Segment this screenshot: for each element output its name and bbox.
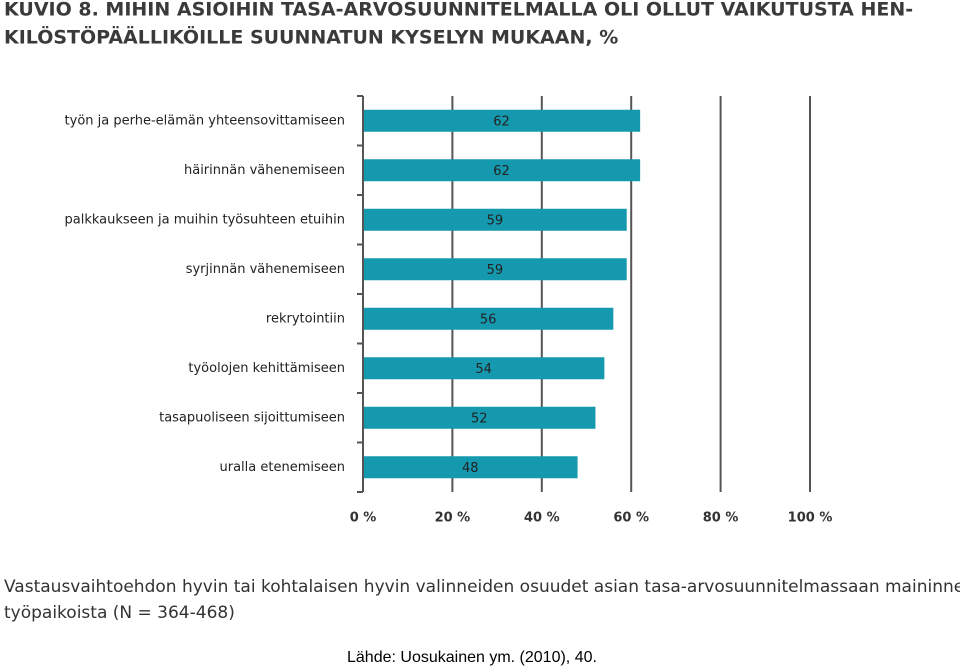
y-tick-label: palkkaukseen ja muihin työsuhteen etuihi…	[65, 212, 345, 227]
value-label: 56	[480, 312, 497, 327]
value-label: 62	[493, 164, 510, 179]
bar	[363, 307, 614, 330]
note: Vastausvaihtoehdon hyvin tai kohtalaisen…	[4, 577, 960, 597]
y-tick-label: työn ja perhe-elämän yhteensovittamiseen	[65, 113, 345, 128]
bar	[363, 406, 596, 429]
value-label: 54	[475, 362, 492, 377]
value-label: 52	[471, 411, 488, 426]
y-tick-label: syrjinnän vähenemiseen	[186, 262, 345, 277]
source: Lähde: Uosukainen ym. (2010), 40.	[347, 649, 597, 666]
y-tick-label: rekrytointiin	[266, 311, 345, 326]
y-tick-label: tasapuoliseen sijoittumiseen	[159, 410, 345, 425]
x-tick-label: 40 %	[524, 511, 560, 526]
x-tick-label: 20 %	[435, 511, 471, 526]
x-tick-label: 60 %	[613, 511, 649, 526]
chart-title: KILÖSTÖPÄÄLLIKÖILLE SUUNNATUN KYSELYN MU…	[4, 25, 618, 49]
bar	[363, 159, 641, 182]
y-tick-label: uralla etenemiseen	[220, 460, 346, 475]
bar	[363, 456, 578, 479]
value-label: 59	[487, 213, 504, 228]
value-label: 62	[493, 114, 510, 129]
bar	[363, 208, 627, 231]
x-tick-label: 0 %	[350, 511, 377, 526]
note: työpaikoista (N = 364-468)	[4, 603, 235, 623]
value-label: 48	[462, 461, 479, 476]
x-tick-label: 100 %	[788, 511, 833, 526]
chart-title: KUVIO 8. MIHIN ASIOIHIN TASA-ARVOSUUNNIT…	[4, 0, 913, 21]
y-tick-label: työolojen kehittämiseen	[188, 361, 345, 376]
bar	[363, 357, 605, 380]
y-tick-label: häirinnän vähenemiseen	[184, 163, 345, 178]
bar	[363, 109, 641, 132]
value-label: 59	[487, 263, 504, 278]
x-tick-label: 80 %	[703, 511, 739, 526]
bar	[363, 258, 627, 281]
